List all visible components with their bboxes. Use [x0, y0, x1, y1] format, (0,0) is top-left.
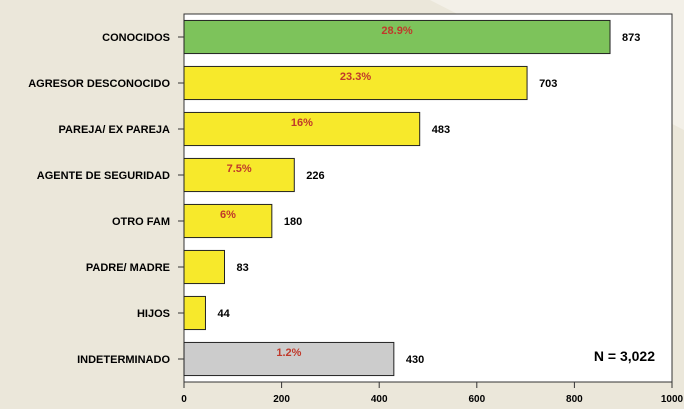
x-tick-label-5: 1000	[661, 394, 684, 404]
bar-2	[183, 111, 421, 147]
bar-7	[183, 341, 395, 377]
bar-6	[183, 295, 206, 331]
bars-layer: 873 28.9% 703 23.3% 483 16% 226 7.5% 180 6% 83 44 43…	[183, 19, 640, 377]
value-label-0: 873	[622, 32, 640, 44]
percent-label-2: 16%	[291, 117, 313, 129]
category-label-0: CONOCIDOS	[102, 32, 170, 44]
x-tick-label-2: 400	[371, 394, 388, 404]
bar-0	[183, 19, 611, 55]
bar-4	[183, 203, 273, 239]
bar-1	[183, 65, 528, 101]
category-label-6: HIJOS	[137, 308, 170, 320]
category-label-4: OTRO FAM	[112, 216, 170, 228]
category-label-2: PAREJA/ EX PAREJA	[59, 124, 171, 136]
value-label-5: 83	[237, 262, 249, 274]
bar-3	[183, 157, 295, 193]
value-label-6: 44	[217, 308, 230, 320]
category-label-3: AGENTE DE SEGURIDAD	[37, 170, 170, 182]
category-label-7: INDETERMINADO	[77, 354, 170, 366]
percent-label-0: 28.9%	[381, 25, 412, 37]
x-tick-label-3: 600	[468, 394, 485, 404]
value-label-3: 226	[306, 170, 324, 182]
x-tick-label-0: 0	[181, 394, 187, 404]
percent-label-4: 6%	[220, 209, 236, 221]
x-tick-label-1: 200	[273, 394, 290, 404]
percent-label-7: 1.2%	[276, 347, 301, 359]
value-label-2: 483	[432, 124, 450, 136]
value-label-7: 430	[406, 354, 424, 366]
percent-label-1: 23.3%	[340, 71, 371, 83]
bar-5	[183, 249, 226, 285]
axis-layer: CONOCIDOS AGRESOR DESCONOCIDO PAREJA/ EX P…	[28, 32, 684, 405]
sample-size-annotation: N = 3,022	[594, 348, 655, 364]
value-label-1: 703	[539, 78, 557, 90]
value-label-4: 180	[284, 216, 302, 228]
category-label-1: AGRESOR DESCONOCIDO	[28, 78, 170, 90]
x-tick-label-4: 800	[566, 394, 583, 404]
percent-label-3: 7.5%	[227, 163, 252, 175]
category-label-5: PADRE/ MADRE	[86, 262, 170, 274]
